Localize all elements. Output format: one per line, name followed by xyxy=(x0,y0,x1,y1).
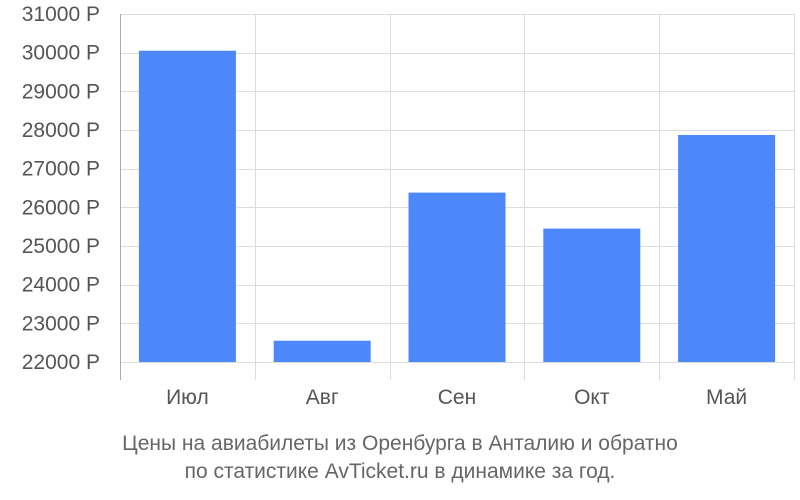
y-tick-label: 24000 Р xyxy=(22,274,100,297)
bar-Июл xyxy=(138,50,236,362)
chart-caption-line-1: Цены на авиабилеты из Оренбурга в Антали… xyxy=(122,432,678,455)
bar-Май xyxy=(678,135,776,362)
bar-Авг xyxy=(273,340,371,362)
x-tick-label: Сен xyxy=(438,386,476,409)
x-tick-labels: Июл Авг Сен Окт Май xyxy=(166,386,747,409)
bar-Окт xyxy=(543,228,641,362)
x-tick-label: Июл xyxy=(166,386,209,409)
y-tick-label: 23000 Р xyxy=(22,312,100,335)
y-tick-label: 30000 Р xyxy=(22,42,100,65)
y-tick-label: 31000 Р xyxy=(22,3,100,26)
y-tick-label: 22000 Р xyxy=(22,351,100,374)
y-tick-labels: 22000 Р 23000 Р 24000 Р 25000 Р 26000 Р 27000… xyxy=(22,3,100,374)
x-tick-label: Окт xyxy=(574,386,610,409)
x-tick-label: Май xyxy=(706,386,747,409)
y-tick-label: 29000 Р xyxy=(22,80,100,103)
chart-caption-line-2: по статистике AvTicket.ru в динамике за … xyxy=(184,460,616,483)
chart-caption: Цены на авиабилеты из Оренбурга в Антали… xyxy=(0,430,800,486)
y-tick-label: 26000 Р xyxy=(22,196,100,219)
x-tick-label: Авг xyxy=(306,386,339,409)
y-tick-label: 25000 Р xyxy=(22,235,100,258)
y-tick-label: 27000 Р xyxy=(22,158,100,181)
bar-Сен xyxy=(408,192,506,362)
y-tick-label: 28000 Р xyxy=(22,119,100,142)
bar-chart: 22000 Р 23000 Р 24000 Р 25000 Р 26000 Р 27000… xyxy=(22,3,795,409)
bar-layer xyxy=(138,50,776,362)
